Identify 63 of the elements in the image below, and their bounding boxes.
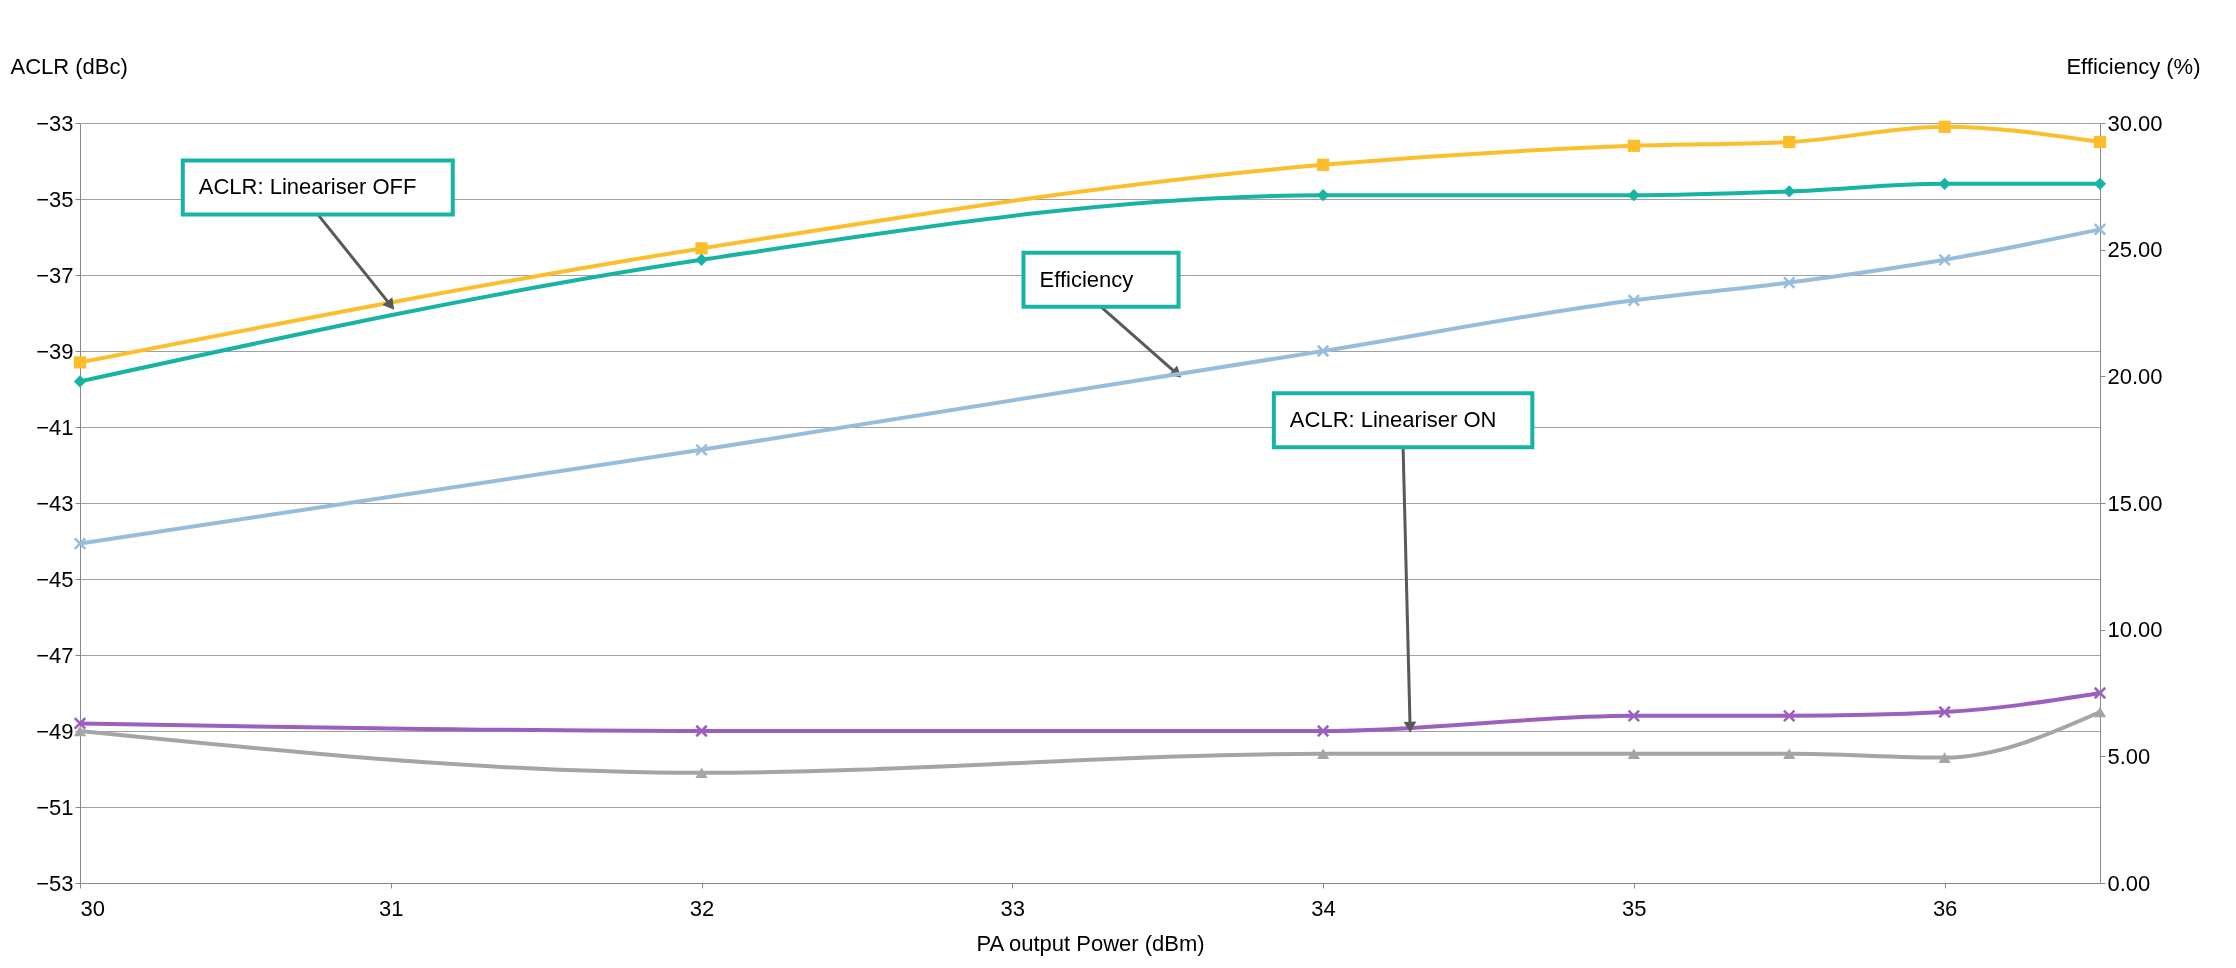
y2-tick-label: 20.00 [2107, 363, 2163, 389]
y-tick-label: −53 [36, 870, 74, 896]
y-tick-label: −47 [36, 642, 74, 668]
y-tick-label: −35 [36, 186, 74, 212]
x-tick-label: 30 [80, 895, 105, 921]
point [1316, 344, 1330, 358]
x-tick-label: 34 [1311, 895, 1336, 921]
point [1316, 158, 1330, 171]
y-tick-label: −49 [36, 718, 74, 744]
annotation: ACLR: Lineariser ON [1289, 407, 1497, 433]
y-tick-label: −33 [36, 110, 74, 136]
point [1627, 709, 1641, 723]
point [73, 725, 87, 737]
point [695, 253, 708, 266]
y-tick-label: −51 [36, 794, 74, 820]
point [2093, 686, 2107, 700]
point [1316, 189, 1330, 202]
y-tick-label: −43 [36, 490, 74, 516]
point [73, 716, 87, 730]
point [1782, 709, 1796, 723]
y2-axis-title: Efficiency (%) [2066, 53, 2201, 79]
point [1783, 748, 1796, 760]
y-tick-label: −37 [36, 262, 74, 288]
x-tick-label: 31 [379, 895, 404, 921]
point [73, 537, 87, 551]
point [695, 724, 709, 738]
y-tick-label: −41 [36, 414, 74, 440]
point [1627, 748, 1640, 760]
y2-tick-label: 25.00 [2107, 237, 2163, 263]
x-tick-label: 35 [1622, 895, 1647, 921]
x-tick-label: 36 [1932, 895, 1958, 921]
point [1938, 120, 1951, 133]
point [73, 375, 87, 388]
point [2093, 135, 2107, 149]
y2-tick-label: 0.00 [2107, 870, 2151, 896]
x-tick-label: 33 [1000, 895, 1026, 921]
point [1316, 724, 1330, 738]
y2-tick-label: 5.00 [2107, 743, 2151, 769]
point [2093, 706, 2107, 718]
x-axis-title: PA output Power (dBm) [976, 930, 1205, 956]
point [1627, 293, 1641, 307]
annotation: Efficiency [1039, 266, 1134, 292]
point [2093, 177, 2107, 190]
point [2093, 222, 2107, 236]
point [1627, 139, 1640, 152]
point [1938, 705, 1952, 719]
x-tick-label: 32 [689, 895, 715, 921]
y-tick-label: −39 [36, 338, 74, 364]
point [695, 443, 709, 457]
annotation: ACLR: Lineariser OFF [198, 174, 417, 200]
y-axis-title: ACLR (dBc) [10, 53, 128, 79]
point [695, 767, 708, 779]
point [1938, 253, 1952, 267]
point [1938, 752, 1951, 763]
point [1316, 748, 1330, 760]
point [1783, 135, 1796, 149]
y2-tick-label: 15.00 [2107, 490, 2163, 516]
point [1782, 276, 1796, 290]
point [73, 356, 87, 369]
y2-tick-label: 30.00 [2107, 110, 2163, 136]
point [695, 242, 708, 255]
y-tick-label: −45 [36, 566, 74, 592]
y2-tick-label: 10.00 [2107, 617, 2163, 643]
